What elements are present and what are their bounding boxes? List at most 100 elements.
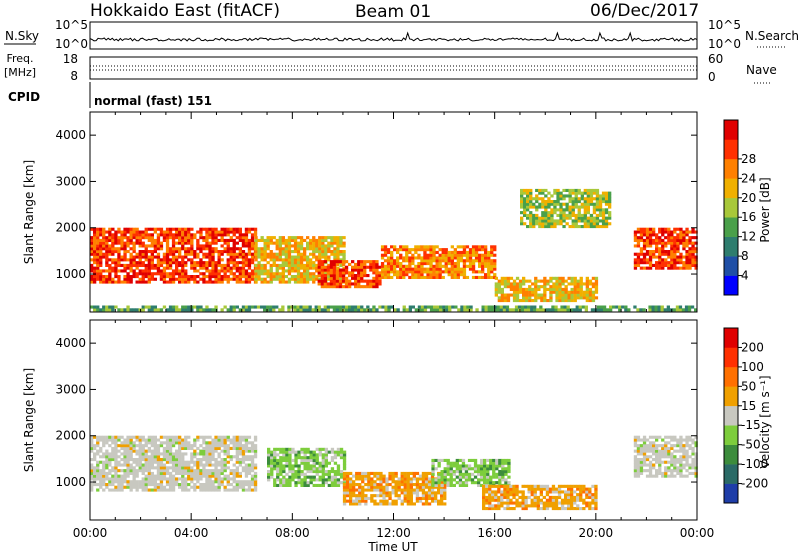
heatmap-cell xyxy=(608,213,612,217)
heatmap-cell xyxy=(384,305,388,309)
heatmap-cell xyxy=(226,474,230,478)
heatmap-cell xyxy=(144,460,148,464)
freq-label: Freq. xyxy=(6,52,33,65)
heatmap-cell xyxy=(550,208,554,212)
heatmap-cell xyxy=(223,233,227,237)
heatmap-cell xyxy=(409,488,413,492)
heatmap-cell xyxy=(455,470,459,474)
heatmap-cell xyxy=(99,471,103,475)
heatmap-cell xyxy=(193,452,197,456)
heatmap-cell xyxy=(379,488,383,492)
heatmap-cell xyxy=(582,484,586,488)
heatmap-cell xyxy=(586,219,590,223)
heatmap-cell xyxy=(456,267,460,271)
heatmap-cell xyxy=(402,305,406,309)
heatmap-cell xyxy=(199,460,203,464)
heatmap-cell xyxy=(293,247,298,251)
heatmap-cell xyxy=(514,308,519,312)
heatmap-cell xyxy=(96,466,100,470)
heatmap-cell xyxy=(512,282,517,286)
heatmap-cell xyxy=(150,452,154,456)
heatmap-cell xyxy=(482,487,486,491)
heatmap-cell xyxy=(554,501,559,505)
heatmap-cell xyxy=(223,227,227,231)
heatmap-cell xyxy=(254,241,258,245)
heatmap-cell xyxy=(562,194,566,198)
heatmap-cell xyxy=(576,498,580,502)
heatmap-cell xyxy=(333,461,338,465)
heatmap-cell xyxy=(688,230,692,234)
heatmap-cell xyxy=(214,305,218,309)
heatmap-cell xyxy=(521,308,525,312)
heatmap-cell xyxy=(483,470,487,474)
heatmap-cell xyxy=(129,488,133,492)
heatmap-cell xyxy=(383,248,388,252)
heatmap-cell xyxy=(601,219,606,223)
heatmap-cell xyxy=(690,305,695,309)
heatmap-cell xyxy=(96,277,100,281)
heatmap-cell xyxy=(459,256,464,260)
heatmap-cell xyxy=(93,269,97,273)
heatmap-cell xyxy=(652,263,656,267)
heatmap-cell xyxy=(141,466,145,470)
heatmap-cell xyxy=(296,255,301,259)
heatmap-cell xyxy=(487,264,491,268)
heatmap-cell xyxy=(138,238,142,242)
heatmap-cell xyxy=(99,460,103,464)
heatmap-cell xyxy=(497,287,501,291)
heatmap-cell xyxy=(474,245,479,249)
heatmap-cell xyxy=(241,266,246,270)
heatmap-cell xyxy=(636,458,641,462)
heatmap-cell xyxy=(450,262,454,266)
heatmap-cell xyxy=(244,233,249,237)
heatmap-cell xyxy=(226,480,230,484)
heatmap-cell xyxy=(465,264,470,268)
heatmap-cell xyxy=(390,245,394,249)
heatmap-cell xyxy=(556,213,560,217)
heatmap-cell xyxy=(165,483,170,487)
heatmap-cell xyxy=(477,478,481,482)
heatmap-cell xyxy=(111,269,115,273)
heatmap-cell xyxy=(300,450,304,454)
heatmap-cell xyxy=(208,446,212,450)
heatmap-cell xyxy=(126,435,130,439)
heatmap-cell xyxy=(250,241,255,245)
heatmap-cell xyxy=(208,277,212,281)
heatmap-cell xyxy=(315,470,319,474)
heatmap-cell xyxy=(333,238,337,242)
heatmap-cell xyxy=(382,474,386,478)
heatmap-cell xyxy=(266,238,270,242)
heatmap-cell xyxy=(636,236,641,240)
heatmap-cell xyxy=(346,499,350,503)
heatmap-cell xyxy=(220,258,224,262)
heatmap-cell xyxy=(605,308,610,312)
heatmap-cell xyxy=(351,282,355,286)
heatmap-cell xyxy=(357,308,361,312)
heatmap-cell xyxy=(485,507,489,511)
heatmap-cell xyxy=(467,464,472,468)
heatmap-cell xyxy=(373,499,377,503)
heatmap-cell xyxy=(315,458,319,462)
heatmap-cell xyxy=(181,488,185,492)
heatmap-cell xyxy=(288,470,292,474)
heatmap-cell xyxy=(437,472,441,476)
heatmap-cell xyxy=(306,255,310,259)
heatmap-cell xyxy=(302,305,306,309)
heatmap-cell xyxy=(341,308,346,312)
heatmap-cell xyxy=(552,282,556,286)
heatmap-cell xyxy=(187,474,191,478)
heatmap-cell xyxy=(376,494,380,498)
heatmap-cell xyxy=(178,449,182,453)
heatmap-cell xyxy=(633,449,638,453)
heatmap-cell xyxy=(123,477,127,481)
heatmap-cell xyxy=(575,308,579,312)
heatmap-cell xyxy=(633,305,637,309)
heatmap-cell xyxy=(202,471,206,475)
heatmap-cell xyxy=(446,481,450,485)
heatmap-cell xyxy=(636,435,641,439)
heatmap-cell xyxy=(266,280,270,284)
heatmap-cell xyxy=(202,252,206,256)
heatmap-cell xyxy=(202,474,206,478)
heatmap-cell xyxy=(573,296,577,300)
heatmap-cell xyxy=(658,230,662,234)
